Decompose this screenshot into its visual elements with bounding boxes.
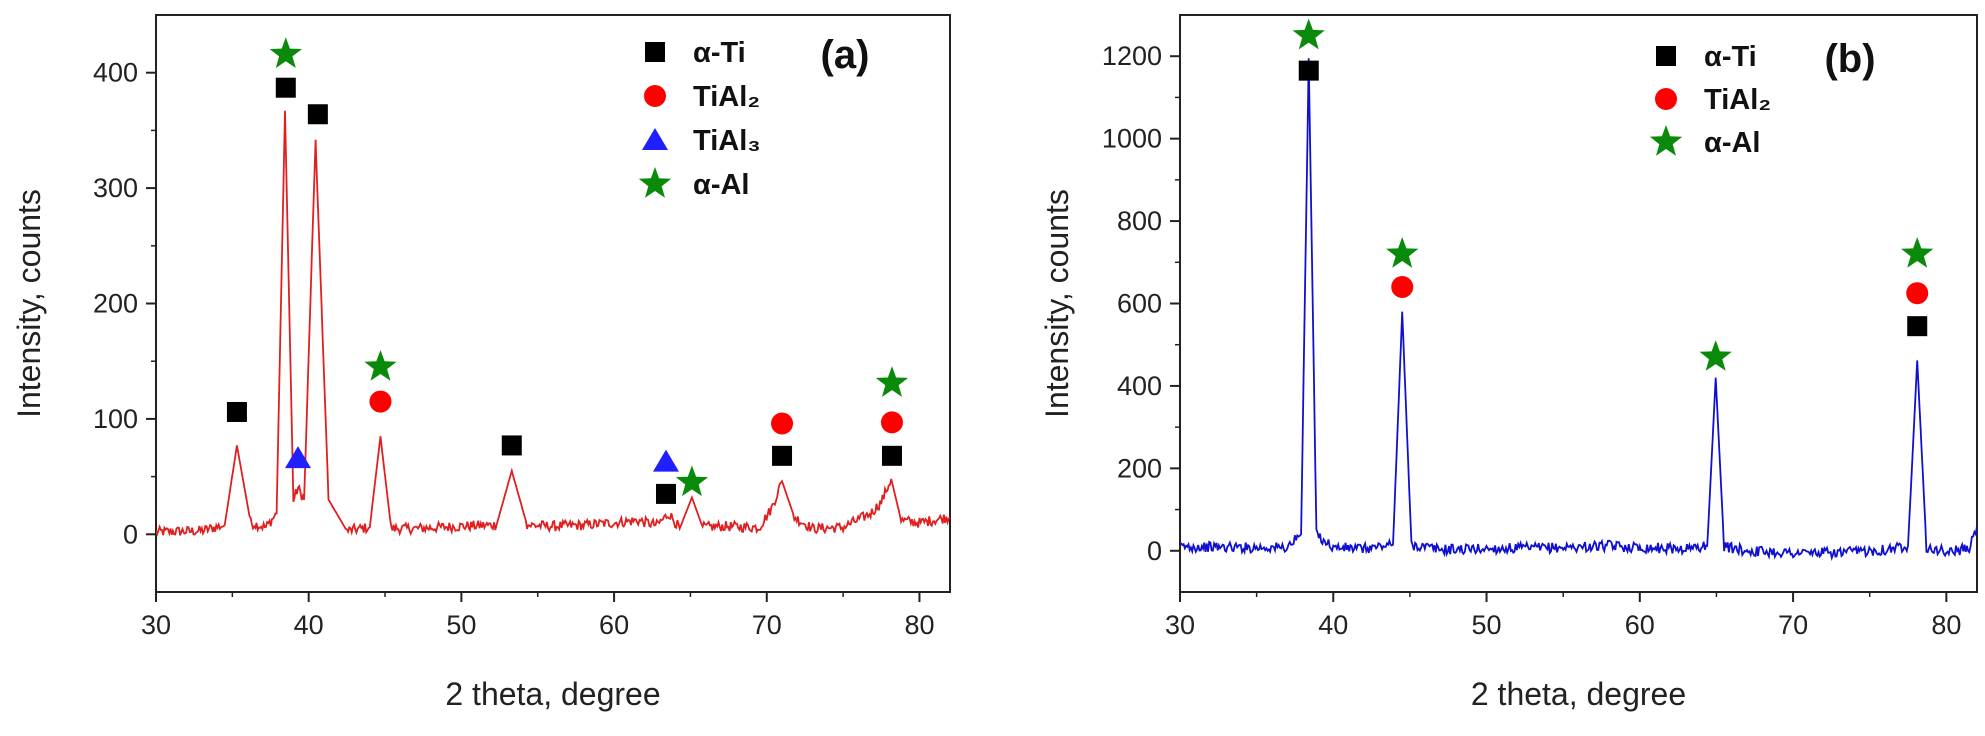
peak-marker-square [307, 104, 328, 125]
peak-marker-square [226, 401, 247, 422]
peak-marker-star [875, 366, 909, 397]
x-tick-label: 60 [599, 610, 629, 640]
peak-marker-star [675, 465, 709, 497]
y-tick-label: 0 [1147, 536, 1162, 566]
panel-label: (a) [821, 33, 870, 77]
peak-marker-star [1386, 237, 1419, 268]
y-tick-label: 200 [93, 289, 138, 319]
peak-marker-square [501, 435, 522, 456]
y-tick-label: 300 [93, 173, 138, 203]
chart-panel-a: 30 40 50 60 70 80 0 100 200 300 400 2 theta, degree… [11, 14, 951, 712]
legend-marker-circle [644, 85, 666, 107]
legend: α-Ti TiAl₂ α-Al [1649, 41, 1771, 159]
x-tick-label: 50 [1472, 610, 1502, 640]
legend-label: TiAl₂ [1704, 84, 1771, 116]
legend-label: TiAl₃ [693, 125, 761, 157]
y-tick-label: 400 [93, 58, 138, 88]
y-tick-label: 600 [1117, 289, 1162, 319]
peak-marker-circle [1906, 282, 1929, 305]
y-tick-label: 200 [1117, 453, 1162, 483]
y-axis-title: Intensity, counts [1039, 189, 1075, 418]
x-tick-label: 40 [1318, 610, 1348, 640]
y-tick-label: 400 [1117, 371, 1162, 401]
y-tick-label: 800 [1117, 206, 1162, 236]
peak-marker-star [364, 350, 397, 381]
x-axis-title: 2 theta, degree [445, 676, 660, 712]
peak-marker-square [881, 445, 902, 466]
peak-marker-circle [771, 412, 794, 435]
x-tick-label: 80 [904, 610, 934, 640]
legend-marker-circle [1655, 88, 1677, 110]
peak-marker-triangle [652, 449, 679, 472]
x-tick-label: 80 [1931, 610, 1961, 640]
y-tick-label: 0 [123, 519, 138, 549]
plot-frame [1179, 14, 1978, 593]
plot-frame [155, 14, 951, 593]
legend-marker-star [638, 167, 672, 198]
legend: α-Ti TiAl₂ TiAl₃ α-Al [638, 37, 761, 201]
x-tick-label: 60 [1625, 610, 1655, 640]
x-axis-title: 2 theta, degree [1471, 676, 1686, 712]
y-axis-title: Intensity, counts [11, 189, 47, 418]
peak-marker-square [1298, 60, 1319, 81]
peak-marker-star [269, 37, 302, 68]
peak-marker-square [655, 483, 676, 504]
x-tick-label: 70 [1778, 610, 1808, 640]
y-tick-label: 100 [93, 404, 138, 434]
x-tick-label: 30 [1165, 610, 1195, 640]
spectrum-line [1180, 58, 1977, 562]
x-tick-label: 50 [446, 610, 476, 640]
peak-marker-triangle [285, 446, 312, 469]
peak-marker-circle [1391, 276, 1414, 299]
peak-marker-square [772, 445, 793, 466]
peak-marker-square [1907, 316, 1928, 337]
x-tick-label: 70 [752, 610, 782, 640]
panel-label: (b) [1824, 37, 1875, 81]
spectrum-line [156, 110, 950, 537]
legend-label: α-Al [693, 169, 750, 201]
peak-marker-circle [880, 411, 903, 434]
peak-marker-star [1901, 237, 1934, 268]
peak-marker-square [275, 77, 296, 98]
peak-marker-star [1292, 18, 1325, 50]
legend-label: α-Ti [1704, 41, 1757, 73]
legend-label: α-Ti [693, 37, 746, 69]
peak-marker-circle [369, 390, 392, 413]
x-tick-label: 40 [294, 610, 324, 640]
legend-marker-star [1649, 125, 1683, 156]
legend-marker-square [1656, 46, 1676, 66]
y-tick-label: 1200 [1102, 41, 1162, 71]
x-tick-label: 30 [141, 610, 171, 640]
legend-label: TiAl₂ [693, 81, 760, 113]
peak-marker-star [1699, 340, 1732, 371]
legend-marker-triangle [642, 128, 668, 150]
y-tick-label: 1000 [1102, 124, 1162, 154]
legend-label: α-Al [1704, 127, 1761, 159]
legend-marker-square [645, 42, 665, 62]
